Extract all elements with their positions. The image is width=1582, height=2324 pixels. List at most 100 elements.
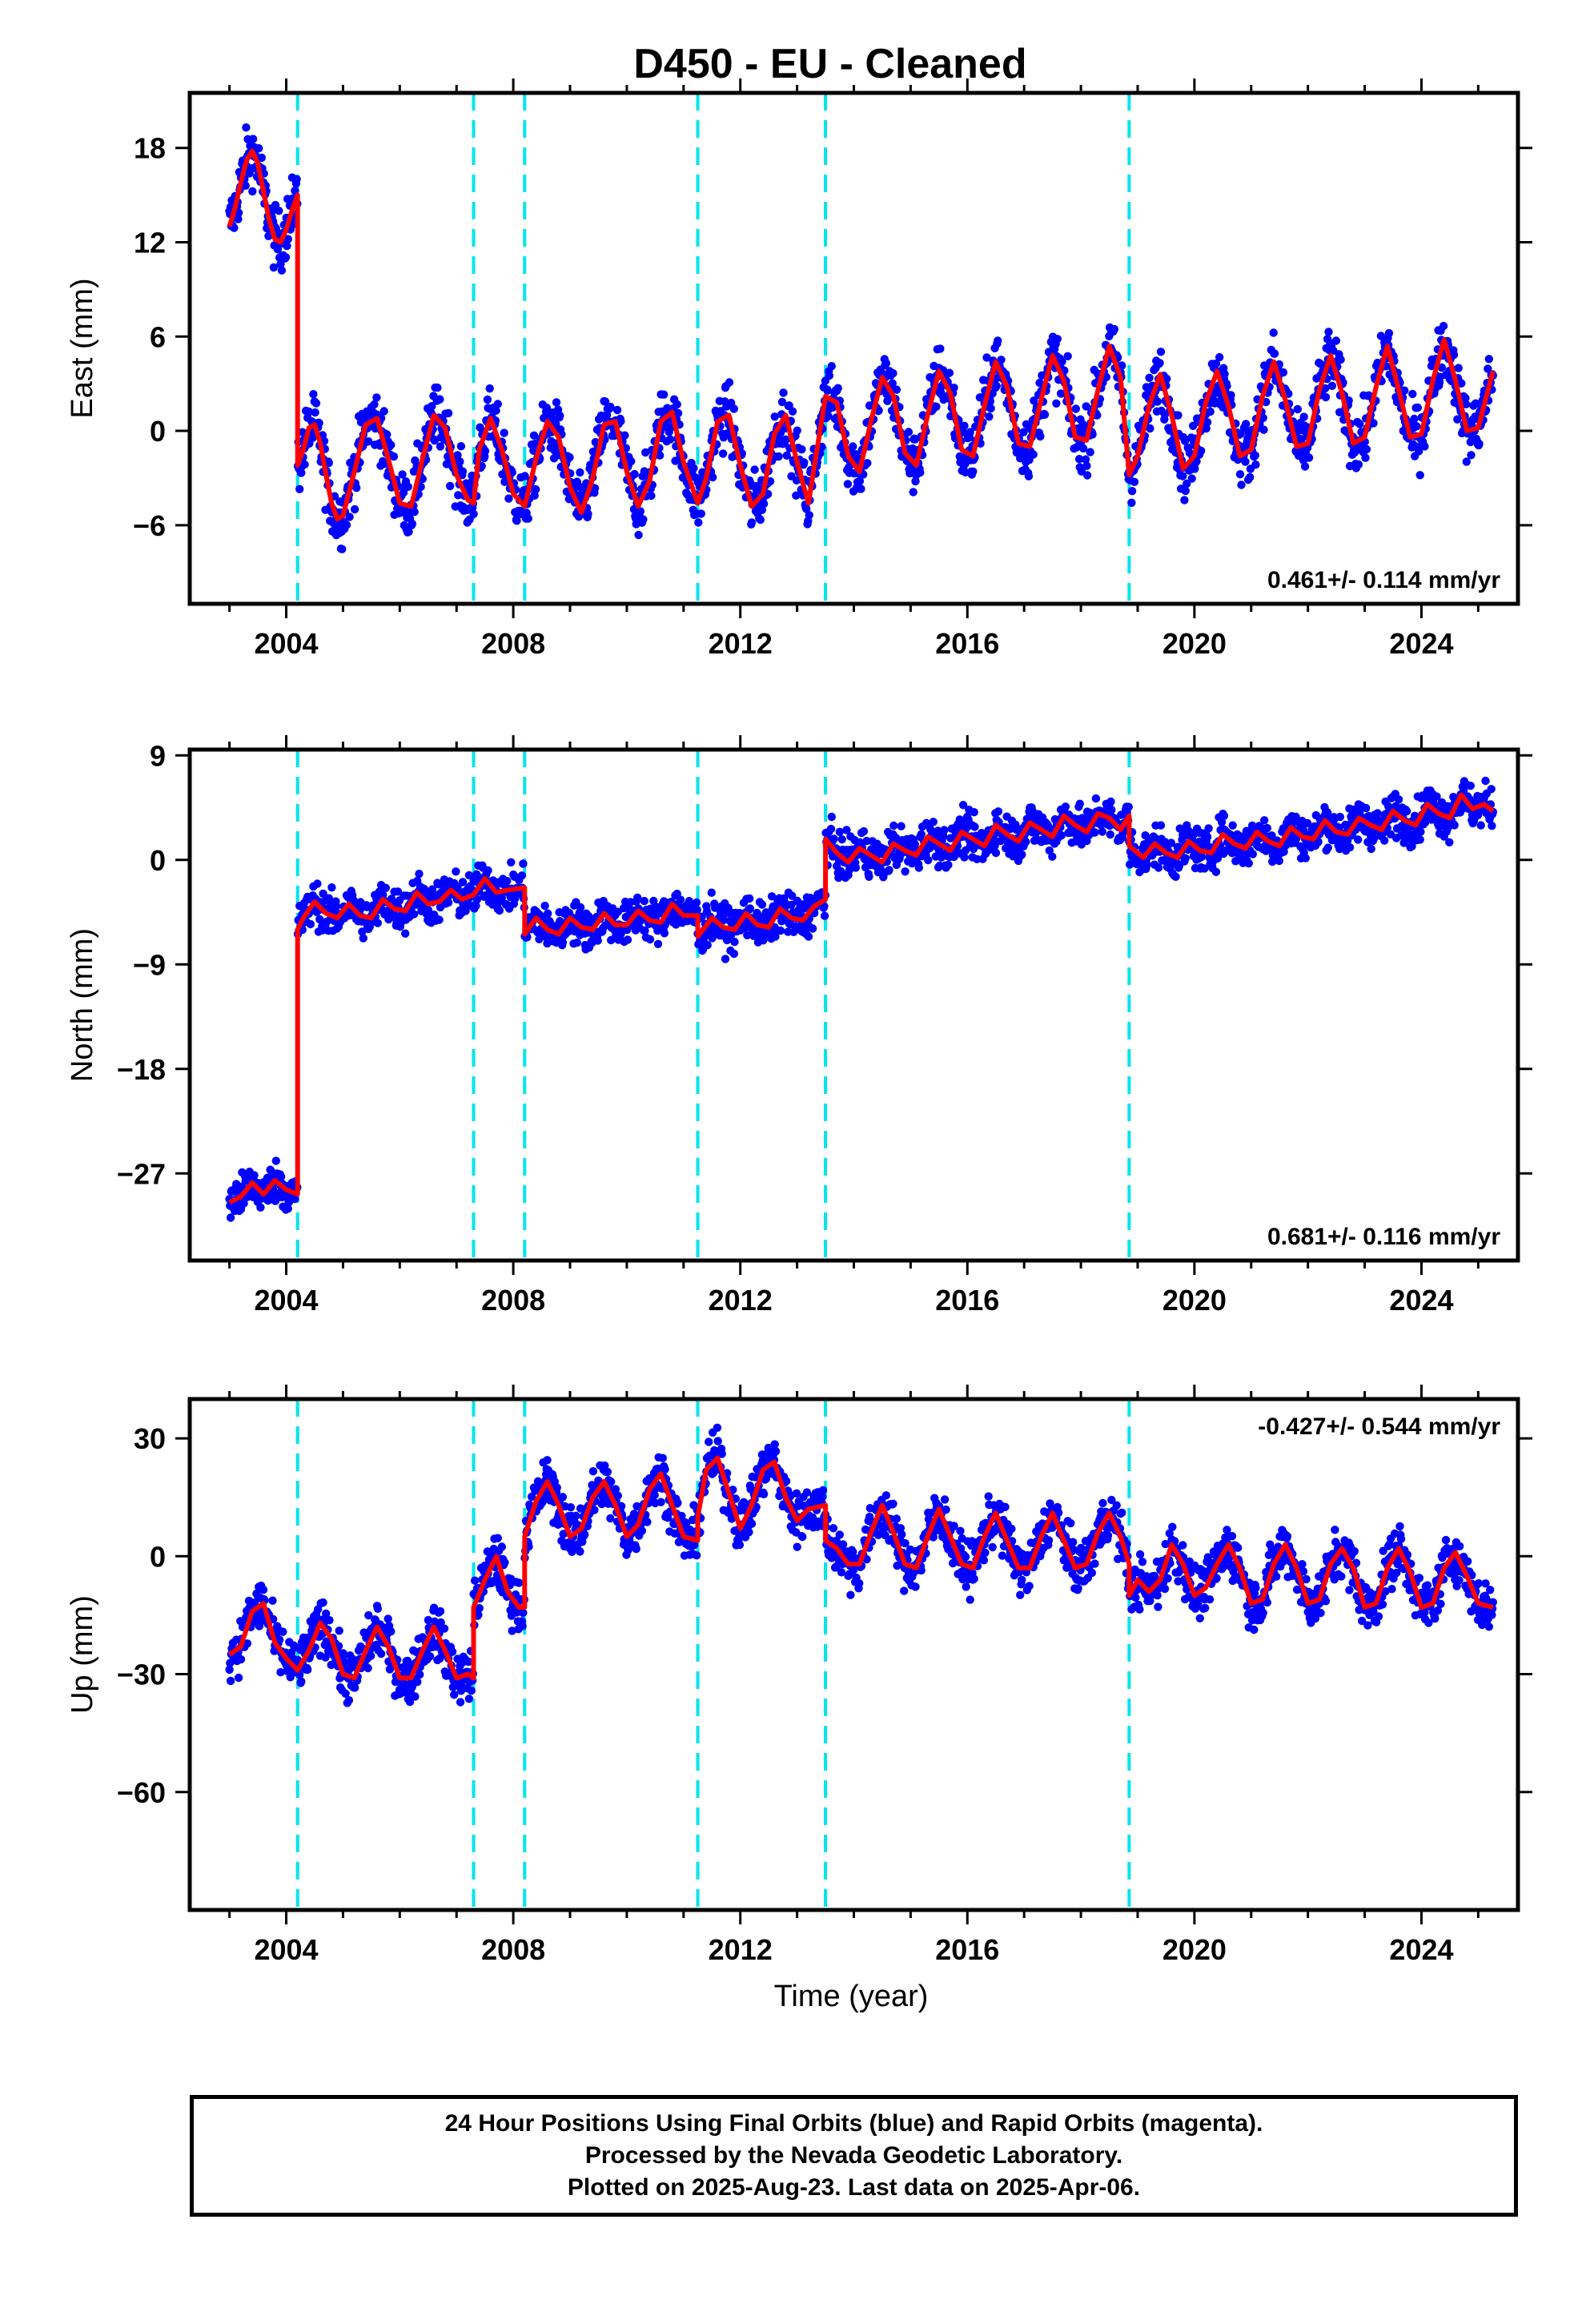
data-point [1400,386,1409,395]
data-point [771,932,780,941]
data-point [1260,816,1269,825]
data-point [325,897,334,906]
data-point [1415,447,1423,456]
data-point [703,941,712,950]
data-point [1323,808,1332,817]
data-point [472,895,482,904]
data-point [865,872,873,882]
data-point [1416,827,1425,836]
data-point [1403,806,1411,816]
data-point [425,1652,435,1661]
data-point [315,915,324,924]
data-point [630,469,639,479]
data-point [467,1686,476,1695]
data-point [255,144,263,153]
data-point [1376,332,1386,340]
data-point [424,1615,433,1625]
data-point [1248,850,1258,858]
data-point [653,939,663,949]
data-point [584,509,592,518]
data-point [1204,824,1213,833]
data-point [453,451,462,460]
data-point [1166,838,1176,847]
data-point [339,1649,347,1658]
data-point [331,902,341,911]
data-point [1197,852,1207,862]
data-point [1118,361,1126,370]
data-point [415,870,424,879]
data-point [1211,867,1221,877]
data-point [383,430,391,439]
data-point [552,398,561,407]
data-point [1462,457,1472,466]
data-point [692,898,701,907]
data-point [1354,460,1363,469]
data-point [970,808,978,817]
data-point [1323,843,1333,852]
data-point [493,400,502,408]
data-point [835,827,845,837]
data-point [1086,448,1094,456]
data-point [805,511,813,520]
data-point [745,894,754,903]
data-point [792,491,801,500]
data-point [1279,368,1288,377]
data-point [565,452,574,462]
data-point [606,402,615,412]
data-point [909,488,917,497]
data-point [1017,451,1026,460]
data-point [532,485,540,494]
data-point [1432,792,1441,801]
data-point [393,887,403,896]
data-point [1040,410,1050,419]
data-point [1127,498,1136,507]
data-point [236,1655,246,1664]
data-point [359,934,367,943]
data-point [857,485,865,493]
data-point [1071,404,1081,413]
data-point [319,1598,327,1607]
data-point [759,499,769,509]
data-point [718,449,728,458]
data-point [820,911,829,920]
data-point [1454,364,1463,372]
data-point [916,468,925,477]
data-point [1472,399,1480,408]
data-point [464,1657,473,1667]
data-point [504,494,513,503]
data-point [1461,393,1470,403]
data-point [1153,397,1162,406]
data-point [1098,827,1107,836]
data-point [1191,464,1199,473]
data-point [1203,418,1212,427]
data-point [1244,858,1254,868]
data-point [350,1683,359,1692]
data-point [1275,856,1284,866]
data-point [673,400,681,409]
data-point [250,1171,259,1180]
data-point [973,854,982,864]
data-point [303,1665,312,1675]
data-point [849,442,857,451]
data-point [1408,389,1417,399]
data-point [1035,378,1044,388]
data-point [480,447,490,456]
data-point [782,451,791,460]
data-point [1036,432,1045,441]
data-point [1410,414,1419,424]
data-point [576,468,584,477]
data-point [636,507,644,516]
data-point [458,467,468,476]
data-point [1439,321,1448,331]
data-point [1270,349,1279,358]
data-point [827,362,837,371]
model-line-north [228,792,1495,1205]
data-point [1355,420,1364,428]
data-point [1106,797,1115,806]
data-points-north [225,776,1498,1222]
data-point [507,858,516,867]
data-point [325,1616,334,1625]
data-point [1124,802,1134,811]
data-point [753,908,761,918]
